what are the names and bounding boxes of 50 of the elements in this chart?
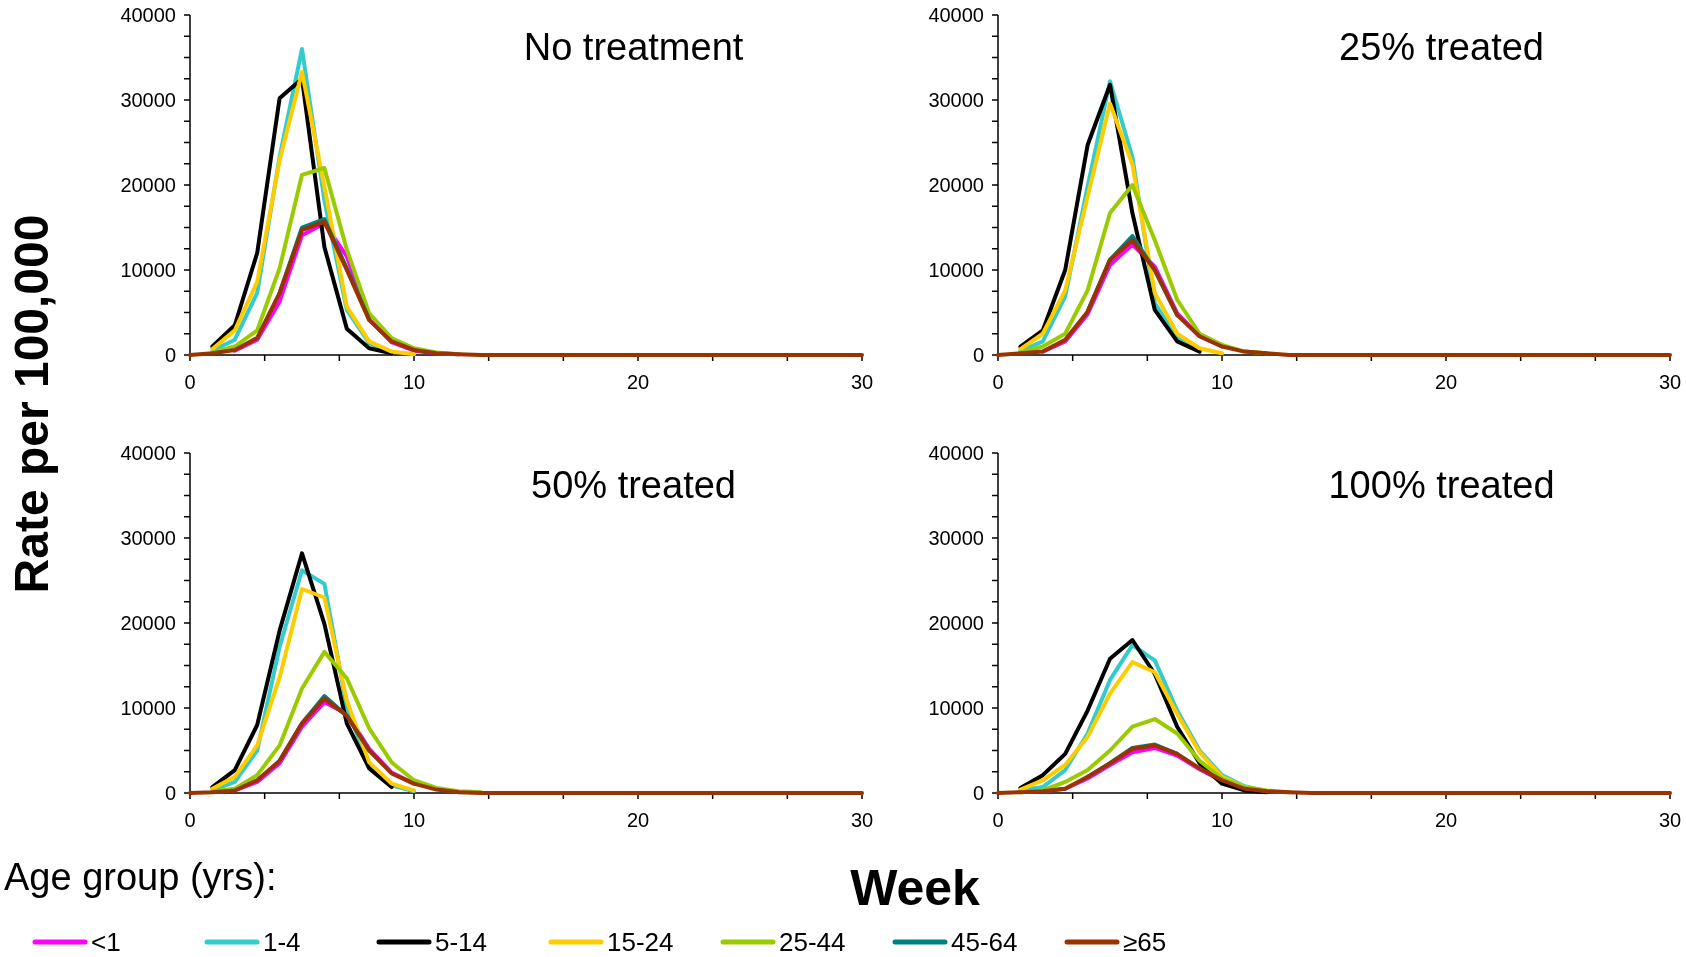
x-tick-label: 20: [1434, 809, 1458, 831]
y-tick-label: 40000: [120, 4, 176, 26]
y-tick-label: 0: [164, 344, 176, 366]
x-tick-label: 10: [402, 809, 426, 831]
y-tick-label: 0: [164, 782, 176, 804]
y-tick-label: 0: [972, 782, 984, 804]
x-tick-label: 30: [1658, 371, 1682, 393]
y-tick-label: 30000: [928, 89, 984, 111]
legend-label: 1-4: [263, 927, 301, 957]
y-tick-label: 30000: [120, 527, 176, 549]
legend-label: 5-14: [435, 927, 488, 957]
y-tick-label: 10000: [120, 697, 176, 719]
x-tick-label: 0: [992, 809, 1004, 831]
legend-label: 45-64: [951, 927, 1018, 957]
chart-title: 50% treated: [531, 464, 736, 506]
legend-title: Age group (yrs):: [4, 856, 277, 898]
x-tick-label: 10: [402, 371, 426, 393]
x-tick-label: 20: [626, 809, 650, 831]
legend-label: 15-24: [607, 927, 674, 957]
chart-title: 25% treated: [1339, 26, 1544, 68]
y-tick-label: 30000: [928, 527, 984, 549]
x-tick-label: 30: [850, 809, 874, 831]
x-tick-label: 0: [992, 371, 1004, 393]
y-tick-label: 20000: [928, 612, 984, 634]
x-tick-label: 10: [1210, 809, 1234, 831]
x-tick-label: 10: [1210, 371, 1234, 393]
y-tick-label: 20000: [120, 174, 176, 196]
y-tick-label: 40000: [928, 442, 984, 464]
y-tick-label: 0: [972, 344, 984, 366]
y-tick-label: 40000: [120, 442, 176, 464]
x-tick-label: 30: [850, 371, 874, 393]
legend-label: 25-44: [779, 927, 846, 957]
x-tick-label: 0: [184, 809, 196, 831]
legend-label: <1: [91, 927, 121, 957]
y-axis-title: Rate per 100,000: [5, 214, 58, 594]
y-tick-label: 20000: [120, 612, 176, 634]
y-tick-label: 40000: [928, 4, 984, 26]
legend-label: ≥65: [1123, 927, 1167, 957]
y-tick-label: 20000: [928, 174, 984, 196]
x-axis-title: Week: [850, 860, 981, 916]
y-tick-label: 10000: [120, 259, 176, 281]
x-tick-label: 20: [626, 371, 650, 393]
y-tick-label: 10000: [928, 259, 984, 281]
y-tick-label: 30000: [120, 89, 176, 111]
x-tick-label: 20: [1434, 371, 1458, 393]
chart-title: 100% treated: [1328, 464, 1555, 506]
x-tick-label: 0: [184, 371, 196, 393]
y-tick-label: 10000: [928, 697, 984, 719]
chart-title: No treatment: [523, 26, 744, 68]
x-tick-label: 30: [1658, 809, 1682, 831]
